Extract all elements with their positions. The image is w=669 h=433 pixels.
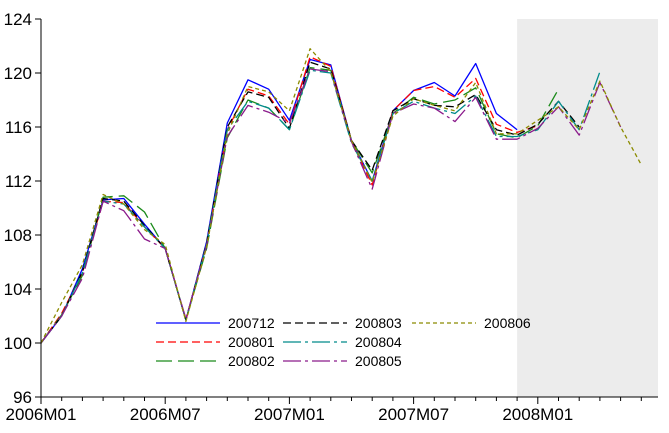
y-tick-label: 120 [4,64,32,83]
series-lines [40,48,642,344]
y-tick-label: 108 [4,226,32,245]
y-tick-label: 112 [5,172,32,191]
forecast-shaded-region [517,19,658,397]
series-line-200806 [40,48,642,344]
x-axis: 2006M01 2006M07 2007M01 2007M07 2008M01 [6,397,642,424]
y-tick-label: 124 [4,10,32,29]
series-line-200802 [40,66,560,344]
x-tick-label: 2007M01 [254,405,325,424]
legend-label-200803: 200803 [355,315,402,331]
legend-label-200806: 200806 [484,315,531,331]
x-tick-label: 2006M01 [6,405,77,424]
x-tick-label: 2008M01 [502,405,573,424]
legend-label-200805: 200805 [355,353,402,369]
x-tick-label: 2007M07 [378,405,449,424]
series-line-200805 [40,68,622,344]
series-line-200804 [40,69,601,344]
legend-label-200804: 200804 [355,334,402,350]
y-axis: 96 100 104 108 112 116 120 124 [4,10,41,407]
legend-label-200802: 200802 [228,353,275,369]
y-tick-label: 100 [4,334,32,353]
legend: 200712 200801 200802 200803 200804 200805 2008… [156,315,531,369]
series-line-200712 [40,58,518,344]
y-tick-label: 104 [4,280,32,299]
y-tick-label: 116 [5,118,32,137]
x-tick-label: 2006M07 [130,405,201,424]
y-tick-label: 96 [13,388,32,407]
legend-label-200801: 200801 [228,334,275,350]
legend-label-200712: 200712 [228,315,275,331]
